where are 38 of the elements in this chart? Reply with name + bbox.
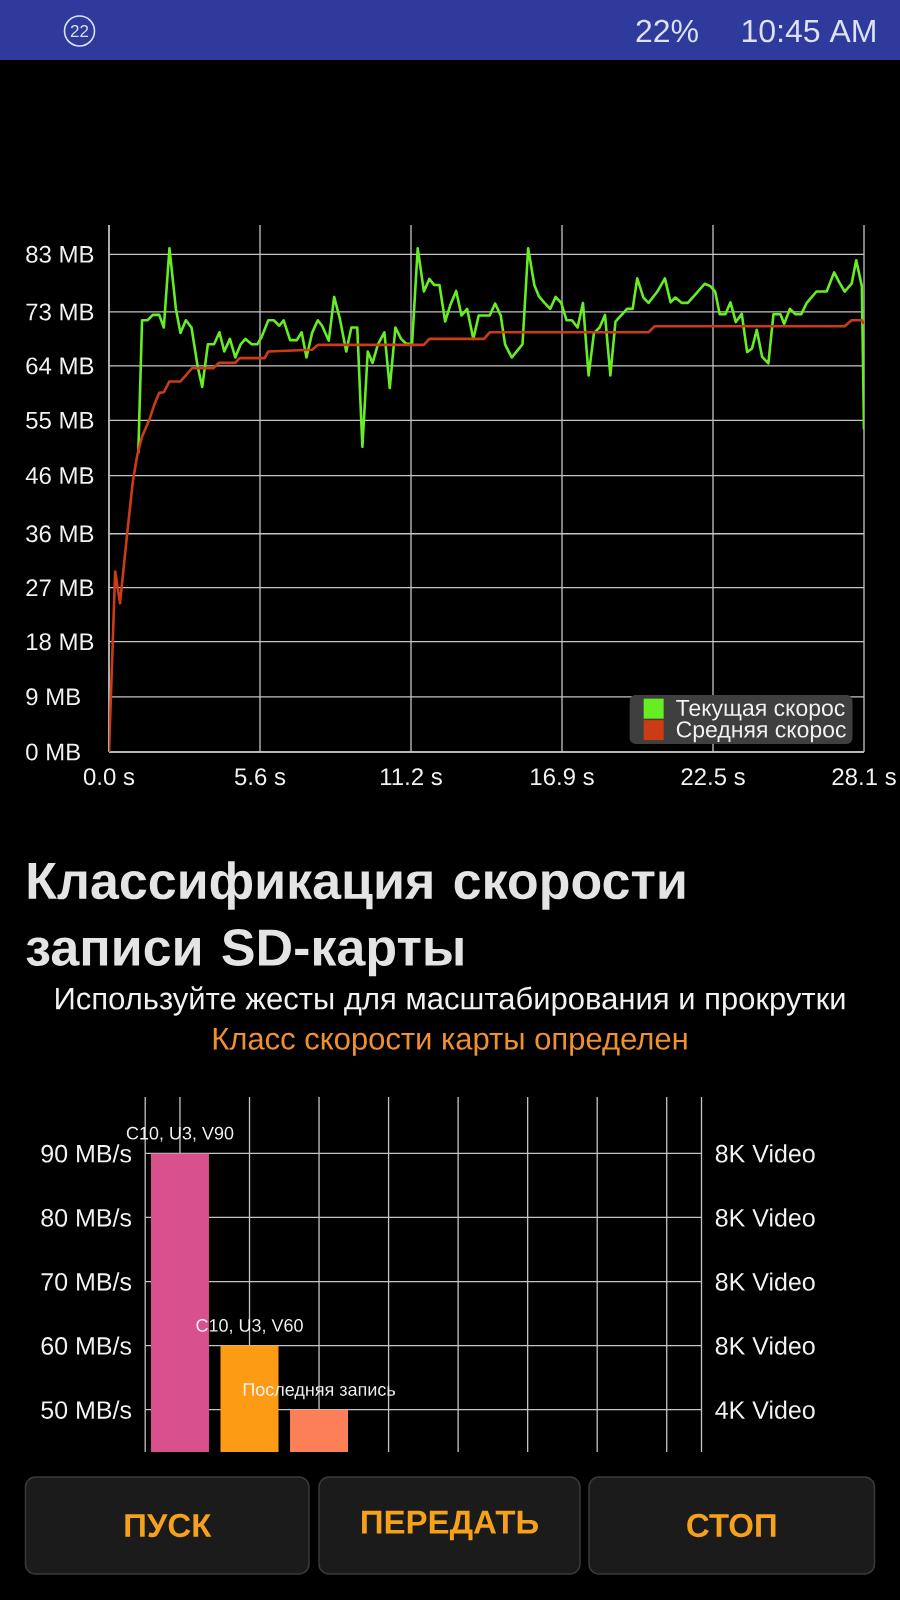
y-tick-label: 73 MB [26,303,94,321]
y-tick-label: 0 MB [26,743,80,761]
y-tick-label: 50 MB/s [41,1400,132,1419]
y-tick-label: 64 MB [26,357,94,375]
chart-subtitle: Используйте жесты для масштабирования и прокрутки [56,986,845,1016]
y-tick-label: 36 MB [26,525,94,543]
text: 10:45 AM [742,19,875,43]
text: 8K Video [715,1144,815,1163]
text: ПУСК [125,1513,212,1538]
y-tick-label: 60 MB/s [41,1336,132,1355]
y-tick-label: 80 MB/s [41,1208,132,1227]
y-tick-label: 18 MB [27,633,94,651]
text: 22% [636,19,698,43]
x-tick-label: 28.1 s [832,768,896,786]
y-tick-label: 55 MB [26,412,94,429]
x-tick-label: 5.6 s [234,768,286,786]
text: 8K Video [715,1208,815,1227]
text: Класс скорости карты определен [213,1028,687,1056]
chart-title: Классификация скорости записи SD-карты [26,861,685,977]
line-series [136,247,865,455]
text: 4K Video [715,1400,815,1419]
x-tick-label: 11.2 s [381,768,442,786]
y-tick-label: 46 MB [25,467,94,485]
x-tick-label: 16.9 s [531,768,594,786]
y-tick-label: 90 MB/s [41,1144,132,1163]
text: 8K Video [715,1272,815,1291]
text: СТОП [687,1513,776,1538]
text: ПЕРЕДАТЬ [362,1510,539,1541]
legend-label: Текущая скорос [676,700,845,721]
x-tick-label: 22.5 s [681,768,745,786]
y-tick-label: 9 MB [26,688,80,706]
text: 8K Video [715,1336,815,1355]
y-tick-label: 27 MB [26,579,94,597]
legend-label: Средняя скорос [676,721,846,743]
text: 22 [70,25,89,37]
y-tick-label: 70 MB/s [41,1272,132,1291]
x-tick-label: 0.0 s [83,768,135,786]
y-tick-label: 83 MB [26,245,94,263]
